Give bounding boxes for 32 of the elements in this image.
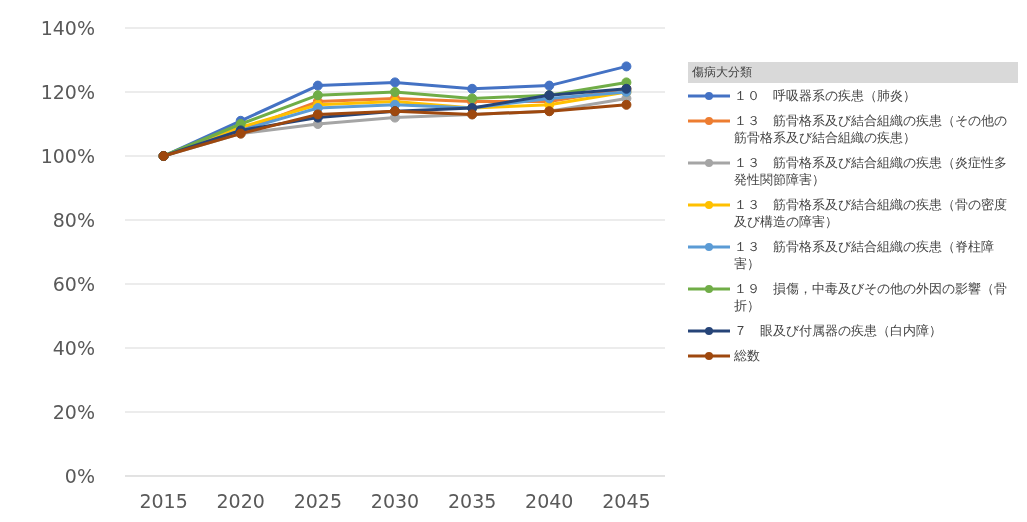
x-tick-label: 2035 [447,490,497,512]
point [312,90,323,101]
y-tick-label: 120% [40,81,95,103]
legend-label: １０ 呼吸器系の疾患（肺炎） [734,87,916,104]
legend-label: １３ 筋骨格系及び結合組織の疾患（骨の密度及び構造の障害） [734,196,1008,230]
y-tick-label: 60% [52,273,95,295]
point [621,61,632,72]
point [390,87,400,97]
legend-label: １３ 筋骨格系及び結合組織の疾患（炎症性多発性関節障害） [734,154,1008,188]
x-tick-label: 2045 [602,490,651,512]
point [467,83,478,94]
legend-label: ７ 眼及び付属器の疾患（白内障） [734,322,942,339]
point [621,99,632,110]
x-tick-label: 2040 [525,490,574,512]
x-tick-label: 2015 [139,490,188,512]
y-tick-label: 100% [40,145,95,167]
x-tick-label: 2030 [370,490,420,512]
y-tick-label: 140% [40,17,95,39]
y-tick-label: 20% [52,401,95,423]
y-tick-label: 80% [52,209,95,231]
y-tick-label: 0% [64,465,95,487]
point [544,80,555,91]
legend-label: １３ 筋骨格系及び結合組織の疾患（その他の筋骨格系及び結合組織の疾患） [734,112,1008,146]
point [312,80,323,91]
legend-label: 総数 [734,347,760,364]
legend-label: １３ 筋骨格系及び結合組織の疾患（脊柱障害） [734,238,995,272]
x-tick-label: 2025 [293,490,343,512]
point [390,77,400,88]
y-tick-label: 40% [52,337,95,359]
legend-title: 傷病大分類 [688,62,1018,83]
x-tick-label: 2020 [216,490,265,512]
legend-label: １９ 損傷，中毒及びその他の外因の影響（骨折） [734,280,1008,314]
